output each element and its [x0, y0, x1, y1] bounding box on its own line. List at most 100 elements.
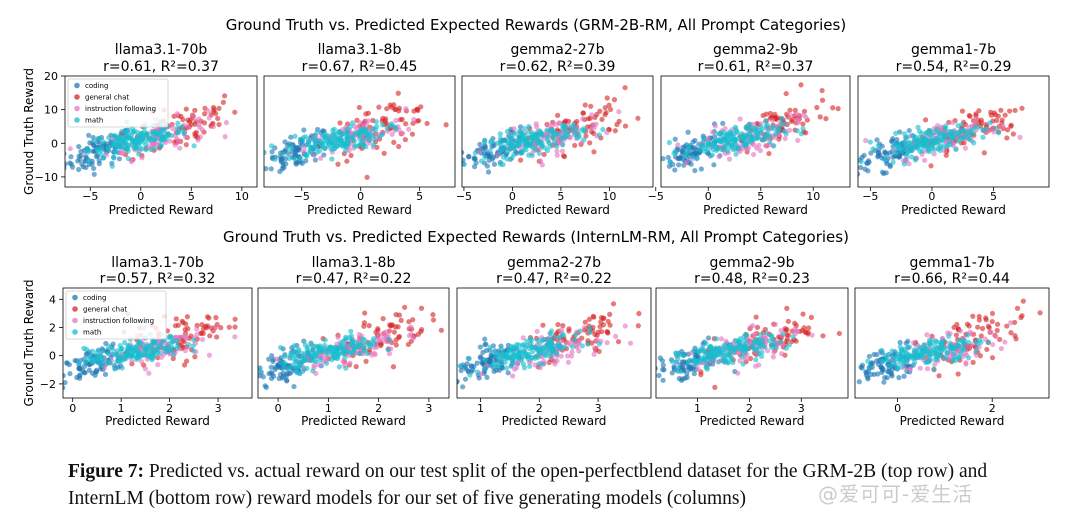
point-math [94, 349, 101, 355]
point-general-chat [989, 355, 996, 361]
point-instruction-following [712, 123, 718, 129]
point-math [185, 341, 192, 348]
point-math [136, 151, 142, 157]
x-axis-label: Predicted Reward [505, 203, 610, 217]
point-general-chat [997, 336, 1003, 343]
point-math [298, 156, 304, 162]
point-math [305, 138, 312, 144]
point-coding [886, 369, 892, 375]
point-math [727, 131, 734, 137]
point-math [331, 126, 337, 132]
point-math [158, 143, 164, 150]
point-math [965, 332, 971, 338]
point-coding [871, 351, 877, 358]
point-math [573, 127, 579, 133]
point-instruction-following [158, 354, 165, 360]
point-general-chat [776, 136, 782, 142]
point-general-chat [803, 329, 809, 335]
point-math [389, 121, 395, 127]
point-general-chat [1004, 127, 1011, 133]
point-math [733, 151, 739, 157]
point-coding [264, 166, 269, 172]
point-general-chat [607, 106, 614, 113]
point-instruction-following [175, 139, 182, 145]
point-math [327, 348, 333, 354]
legend-marker-coding [72, 294, 78, 301]
point-instruction-following [565, 353, 571, 359]
point-math [753, 357, 759, 363]
point-instruction-following [118, 149, 124, 155]
point-math [111, 133, 117, 139]
point-general-chat [540, 322, 546, 328]
point-coding [483, 347, 489, 354]
point-general-chat [376, 104, 382, 110]
point-coding [268, 364, 274, 370]
point-math [993, 125, 999, 131]
point-math [370, 336, 377, 342]
point-coding [896, 154, 902, 160]
point-math [548, 338, 554, 344]
x-tick-label: 0 [894, 402, 901, 415]
point-math [684, 149, 690, 156]
point-math [962, 338, 968, 344]
point-general-chat [953, 332, 959, 338]
point-math [119, 144, 125, 150]
point-instruction-following [206, 352, 213, 358]
point-math [310, 347, 316, 353]
point-general-chat [383, 116, 389, 122]
point-math [99, 356, 105, 362]
point-math [596, 341, 602, 347]
panel-title-stats: r=0.47, R²=0.22 [496, 271, 612, 287]
point-coding [278, 355, 284, 361]
point-math [867, 365, 873, 371]
point-math [331, 146, 337, 152]
point-coding [102, 371, 109, 377]
point-math [360, 336, 366, 342]
point-coding [80, 164, 86, 170]
point-math [669, 358, 675, 365]
point-coding [859, 365, 865, 371]
point-general-chat [517, 157, 524, 163]
point-general-chat [566, 328, 572, 334]
point-general-chat [600, 322, 607, 328]
point-instruction-following [627, 340, 634, 346]
point-coding [90, 148, 96, 154]
point-instruction-following [988, 329, 994, 335]
point-instruction-following [779, 351, 785, 357]
point-coding [91, 165, 97, 172]
point-math [282, 360, 288, 366]
point-math [124, 346, 131, 352]
y-tick-label: 4 [49, 293, 56, 306]
point-math [500, 138, 507, 144]
point-math [313, 353, 319, 359]
point-general-chat [180, 116, 186, 123]
point-general-chat [362, 310, 368, 316]
point-math [961, 135, 967, 141]
point-math [921, 342, 927, 348]
x-tick-label: 0 [137, 190, 144, 203]
point-general-chat [216, 121, 222, 128]
point-coding [280, 370, 286, 376]
y-axis-label: Ground Truth Reward [22, 68, 36, 195]
point-math [498, 345, 504, 352]
point-instruction-following [787, 112, 793, 118]
point-general-chat [967, 113, 973, 119]
point-instruction-following [973, 117, 979, 123]
point-math [783, 345, 789, 351]
point-general-chat [612, 128, 618, 134]
point-math [697, 147, 703, 153]
point-math [765, 127, 771, 134]
point-general-chat [1012, 107, 1018, 114]
point-math [755, 339, 761, 345]
point-math [142, 350, 148, 356]
point-coding [65, 151, 67, 157]
y-tick-label: 2 [49, 321, 56, 334]
point-general-chat [961, 140, 967, 146]
point-math [278, 360, 284, 366]
point-coding [462, 157, 466, 163]
point-instruction-following [155, 362, 161, 368]
point-instruction-following [1002, 339, 1008, 345]
point-math [342, 348, 348, 354]
point-math [342, 148, 349, 154]
point-instruction-following [399, 130, 406, 136]
